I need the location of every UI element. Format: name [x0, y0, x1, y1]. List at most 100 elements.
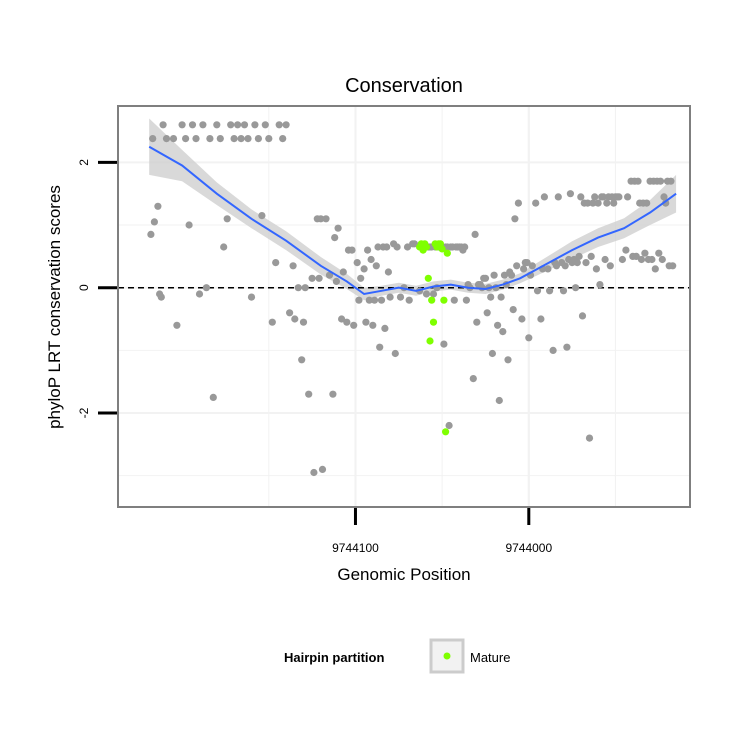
smooth-line-layer [148, 145, 677, 296]
point-other [275, 121, 283, 129]
point-other [308, 274, 316, 282]
point-other [622, 246, 630, 254]
point-mature [422, 243, 431, 251]
point-other [552, 262, 561, 270]
y-tick-label: 0 [77, 284, 91, 291]
panel-border-layer [117, 105, 691, 508]
point-other [357, 274, 365, 282]
point-other [514, 199, 523, 207]
point-other [658, 255, 666, 264]
point-other [563, 343, 571, 351]
point-other [188, 121, 197, 129]
point-mature [424, 274, 432, 282]
point-other [237, 135, 245, 143]
point-other [348, 246, 356, 254]
point-other [384, 268, 392, 276]
point-other [615, 193, 623, 201]
point-other [343, 318, 351, 326]
x-axis: 9744100 9744000 [332, 508, 552, 555]
point-other [322, 215, 330, 223]
point-other [291, 315, 299, 323]
point-mature [440, 296, 448, 304]
point-other [370, 296, 379, 304]
point-other [234, 121, 242, 129]
point-other [566, 190, 575, 198]
point-other [483, 309, 491, 317]
point-other [227, 121, 235, 129]
point-other [589, 199, 597, 207]
point-other [268, 318, 276, 326]
y-axis: 2 0 -2 [77, 159, 117, 418]
point-other [159, 121, 167, 129]
point-other [495, 396, 503, 405]
point-other [185, 221, 193, 229]
point-other [523, 259, 531, 267]
point-other [360, 265, 368, 273]
point-other [429, 290, 438, 298]
point-other [386, 293, 394, 301]
point-other [369, 321, 377, 329]
point-other [471, 230, 479, 238]
point-other [350, 321, 358, 329]
point-other [500, 271, 509, 279]
point-other [149, 135, 157, 143]
point-other [469, 375, 477, 383]
point-other [162, 135, 171, 143]
point-other [325, 271, 334, 279]
point-other [254, 135, 262, 143]
point-other [504, 356, 512, 364]
point-other [577, 193, 585, 201]
y-tick-label: -2 [77, 407, 91, 418]
point-other [244, 135, 252, 143]
points-layer [147, 121, 677, 477]
point-other [520, 265, 528, 273]
point-other [511, 215, 519, 223]
point-other [157, 293, 165, 301]
point-other [150, 218, 158, 226]
point-other [391, 349, 399, 358]
point-other [587, 252, 595, 260]
point-other [339, 268, 347, 276]
point-other [497, 293, 505, 301]
point-other [272, 259, 280, 267]
point-other [147, 230, 155, 238]
point-other [405, 296, 413, 304]
x-tick-label: 9744000 [505, 541, 552, 555]
point-other [561, 262, 569, 270]
point-other [532, 199, 540, 207]
panel-background [118, 106, 690, 507]
point-other [396, 293, 405, 301]
panel-border [117, 105, 691, 508]
point-other [585, 434, 594, 442]
point-other [374, 243, 382, 251]
point-other [317, 215, 325, 223]
point-other [591, 193, 599, 201]
point-other [393, 243, 401, 251]
point-other [559, 287, 568, 295]
point-mature [442, 428, 450, 436]
point-other [655, 249, 663, 257]
legend: Hairpin partition Mature [284, 638, 510, 674]
point-other [656, 177, 665, 185]
point-other [481, 274, 490, 282]
point-other [216, 135, 224, 143]
point-other [525, 334, 533, 342]
point-other [549, 346, 557, 354]
point-other [192, 135, 200, 143]
point-other [247, 293, 256, 301]
point-other [282, 121, 290, 129]
point-other [573, 259, 581, 267]
point-other [223, 215, 231, 223]
point-other [230, 135, 238, 143]
point-mature [443, 249, 451, 257]
point-other [440, 340, 448, 348]
y-tick-label: 2 [77, 159, 91, 166]
point-other [383, 243, 391, 251]
point-other [533, 287, 542, 295]
point-other [575, 252, 583, 260]
point-other [403, 243, 412, 251]
point-other [315, 274, 323, 282]
point-other [310, 468, 318, 477]
point-other [261, 121, 269, 129]
